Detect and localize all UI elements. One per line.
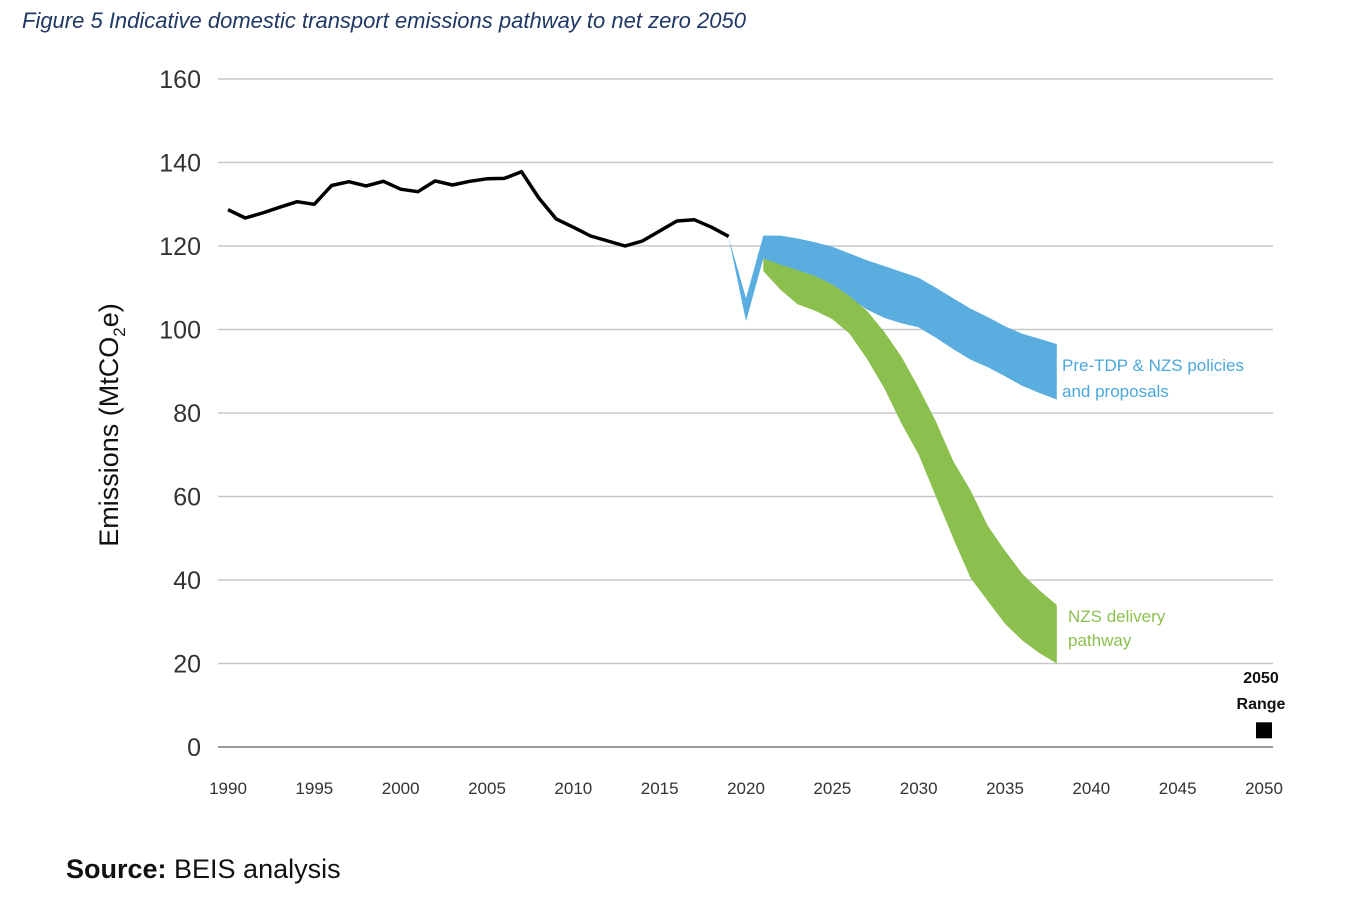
y-axis-label: Emissions (MtCO2e) (94, 303, 129, 547)
annotation-green-line: pathway (1068, 631, 1132, 650)
x-tick-label: 2000 (382, 779, 420, 798)
x-tick-label: 2020 (727, 779, 765, 798)
y-axis-ticks: 0 20 40 60 80 100 120 140 160 (159, 66, 201, 762)
x-tick-label: 2025 (813, 779, 851, 798)
x-tick-label: 2045 (1159, 779, 1197, 798)
band-nzs-delivery (763, 258, 1057, 664)
annotation-blue-line: Pre-TDP & NZS policies (1062, 356, 1244, 375)
source-label: Source: (66, 854, 167, 884)
figure-title: Figure 5 Indicative domestic transport e… (22, 8, 746, 33)
annotations: Pre-TDP & NZS policies and proposals NZS d… (1062, 356, 1286, 713)
x-tick-label: 1990 (209, 779, 247, 798)
y-tick-label: 20 (173, 651, 201, 679)
x-tick-label: 2005 (468, 779, 506, 798)
y-tick-label: 160 (159, 66, 201, 94)
source-text: BEIS analysis (166, 854, 341, 884)
x-tick-label: 2015 (641, 779, 679, 798)
y-tick-label: 120 (159, 233, 201, 261)
historic-emissions-line (227, 169, 730, 248)
historic-series (227, 169, 1272, 739)
x-tick-label: 2050 (1245, 779, 1283, 798)
x-tick-label: 2035 (986, 779, 1024, 798)
x-tick-label: 2010 (554, 779, 592, 798)
y-tick-label: 60 (173, 484, 201, 512)
pathway-bands (728, 235, 1057, 664)
y-tick-label: 140 (159, 150, 201, 178)
range-2050-marker (1256, 722, 1272, 739)
x-tick-label: 2040 (1072, 779, 1110, 798)
y-tick-label: 0 (187, 734, 201, 762)
annotation-2050-line: Range (1237, 696, 1286, 713)
gridlines (218, 78, 1273, 748)
y-tick-label: 40 (173, 567, 201, 595)
x-tick-label: 1995 (295, 779, 333, 798)
x-tick-label: 2030 (900, 779, 938, 798)
source-note: Source: BEIS analysis (66, 854, 341, 885)
x-axis-ticks: 1990 1995 2000 2005 2010 2015 2020 2025 2030 2035… (209, 779, 1283, 798)
annotation-green-line: NZS delivery (1068, 607, 1166, 626)
annotation-2050-line: 2050 (1243, 670, 1279, 687)
annotation-blue-line: and proposals (1062, 382, 1169, 401)
y-tick-label: 100 (159, 317, 201, 345)
y-tick-label: 80 (173, 400, 201, 428)
